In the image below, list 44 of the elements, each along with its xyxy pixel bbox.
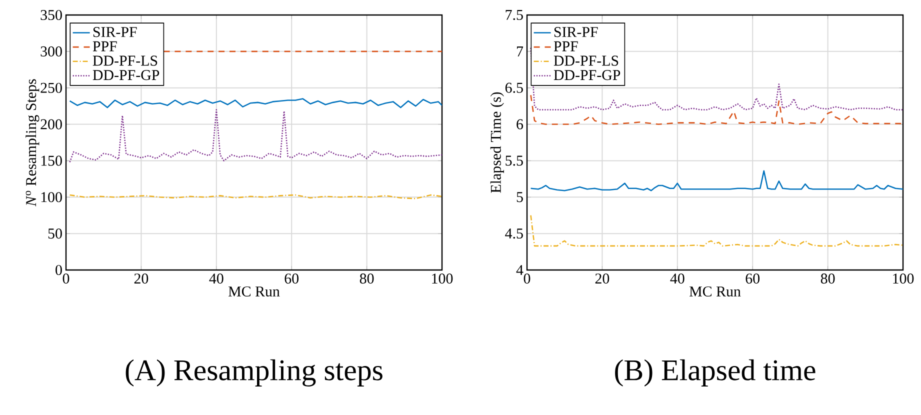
y-tick-label: 50 <box>48 228 62 239</box>
legend-label: DD-PF-GP <box>554 70 620 80</box>
y-tick-label: 6.5 <box>505 82 523 93</box>
x-tick-label: 0 <box>62 274 70 284</box>
y-tick-label: 7.5 <box>506 10 523 20</box>
x-tick-label: 60 <box>284 274 299 284</box>
x-tick-label: 80 <box>360 274 374 284</box>
x-tick-label: 80 <box>820 274 835 284</box>
y-tick-label: 5.5 <box>506 156 523 166</box>
y-tick-label: 0 <box>56 264 62 276</box>
x-tick-label: 40 <box>670 274 684 284</box>
line-series <box>69 109 442 163</box>
legend-label: PPF <box>554 41 578 52</box>
y-tick-label: 4.5 <box>505 228 523 239</box>
legend-label: SIR-PF <box>554 27 598 38</box>
x-tick-label: 20 <box>595 274 610 284</box>
y-tick-label: 350 <box>40 10 62 20</box>
legend-label: DD-PF-LS <box>92 56 158 66</box>
text: (B) Elapsed time <box>615 359 816 386</box>
y-tick-label: 6 <box>516 119 524 130</box>
y-axis-title: N$^{o}$ Resampling Steps <box>26 79 40 206</box>
x-tick-label: 20 <box>134 274 148 284</box>
y-tick-label: 100 <box>41 192 62 202</box>
x-tick-label: 60 <box>746 274 760 284</box>
line-series <box>69 98 442 108</box>
y-tick-label: 5 <box>516 192 523 202</box>
y-tick-label: 150 <box>41 156 62 166</box>
x-tick-label: 100 <box>432 274 453 284</box>
y-tick-label: 250 <box>40 82 62 93</box>
x-axis-title: MC Run <box>228 286 280 296</box>
x-axis-title: MC Run <box>690 286 741 296</box>
y-tick-label: 4 <box>516 265 524 275</box>
y-tick-label: 200 <box>40 119 62 130</box>
legend-label: SIR-PF <box>93 27 137 38</box>
x-tick-label: 100 <box>893 274 914 284</box>
x-tick-label: 40 <box>209 274 224 284</box>
y-tick-label: 7 <box>517 46 524 56</box>
x-tick-label: 0 <box>524 274 530 284</box>
text: (A) Resampling steps <box>126 359 382 387</box>
legend-label: DD-PF-LS <box>554 56 618 66</box>
y-tick-label: 300 <box>40 46 62 56</box>
legend-label: PPF <box>92 41 117 52</box>
y-axis-title: Elapsed Time (s) <box>490 92 504 193</box>
legend-label: DD-PF-GP <box>92 70 160 80</box>
